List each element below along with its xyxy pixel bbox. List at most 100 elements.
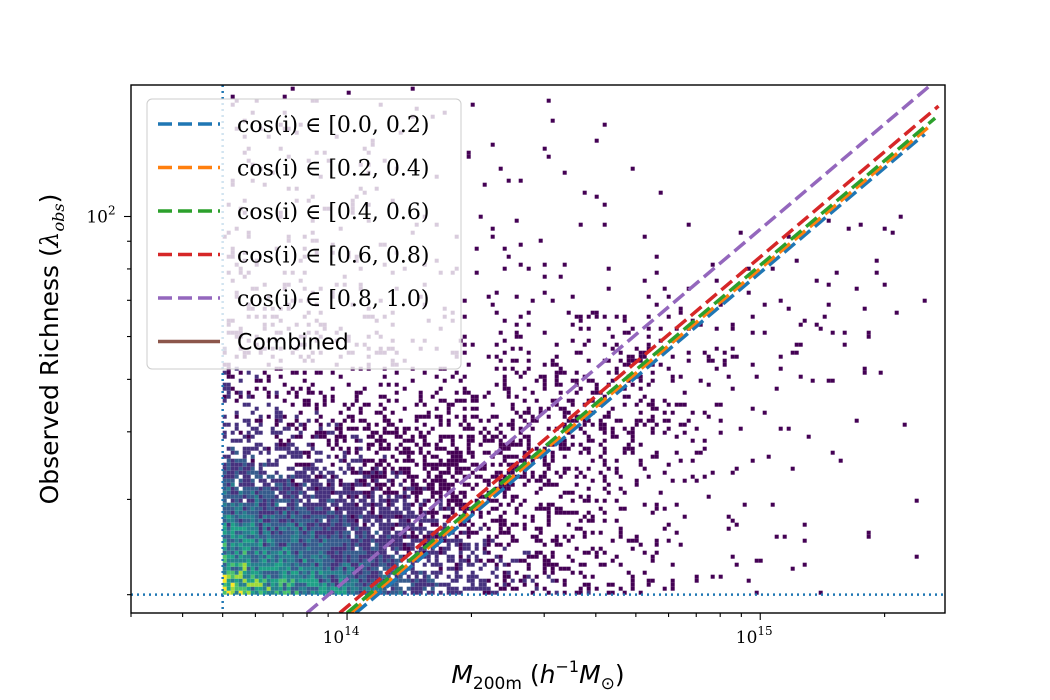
density-cell (326, 558, 331, 563)
density-cell (266, 390, 271, 395)
density-cell (370, 498, 375, 503)
density-cell (426, 518, 431, 523)
density-cell (922, 298, 927, 303)
density-cell (354, 426, 359, 431)
density-cell (434, 534, 439, 539)
density-cell (558, 406, 563, 411)
density-cell (446, 486, 451, 491)
density-cell (242, 530, 247, 535)
density-cell (278, 518, 283, 523)
density-cell (626, 354, 631, 359)
density-cell (266, 494, 271, 499)
density-cell (414, 442, 419, 447)
density-cell (702, 410, 707, 415)
density-cell (330, 418, 335, 423)
density-cell (306, 442, 311, 447)
density-cell (346, 510, 351, 515)
density-cell (542, 146, 547, 151)
density-cell (298, 462, 303, 467)
density-cell (326, 530, 331, 535)
density-cell (266, 586, 271, 591)
density-cell (346, 462, 351, 467)
density-cell (278, 554, 283, 559)
density-cell (238, 554, 243, 559)
density-cell (258, 494, 263, 499)
density-cell (242, 514, 247, 519)
density-cell (614, 342, 619, 347)
density-cell (222, 578, 227, 583)
density-cell (310, 382, 315, 387)
density-cell (238, 494, 243, 499)
density-cell (330, 526, 335, 531)
density-cell (306, 570, 311, 575)
density-cell (350, 554, 355, 559)
density-cell (374, 554, 379, 559)
density-cell (558, 370, 563, 375)
density-cell (382, 534, 387, 539)
density-cell (294, 558, 299, 563)
density-cell (330, 586, 335, 591)
density-cell (538, 406, 543, 411)
density-cell (342, 454, 347, 459)
density-cell (382, 562, 387, 567)
density-cell (554, 538, 559, 543)
density-cell (586, 418, 591, 423)
density-cell (250, 454, 255, 459)
density-cell (350, 458, 355, 463)
density-cell (234, 582, 239, 587)
density-cell (298, 538, 303, 543)
density-cell (450, 402, 455, 407)
density-cell (382, 590, 387, 595)
density-cell (602, 422, 607, 427)
density-cell (470, 522, 475, 527)
density-cell (310, 514, 315, 519)
density-cell (226, 510, 231, 515)
density-cell (586, 586, 591, 591)
density-cell (498, 358, 503, 363)
density-cell (586, 446, 591, 451)
density-cell (654, 506, 659, 511)
density-cell (258, 522, 263, 527)
density-cell (462, 426, 467, 431)
density-cell (678, 458, 683, 463)
density-cell (326, 470, 331, 475)
density-cell (274, 446, 279, 451)
density-cell (242, 566, 247, 571)
density-cell (222, 522, 227, 527)
density-cell (346, 486, 351, 491)
density-cell (458, 454, 463, 459)
density-cell (326, 550, 331, 555)
density-cell (470, 426, 475, 431)
density-cell (378, 542, 383, 547)
density-cell (454, 542, 459, 547)
density-cell (502, 454, 507, 459)
density-cell (414, 582, 419, 587)
density-cell (374, 538, 379, 543)
density-cell (298, 550, 303, 555)
density-cell (222, 534, 227, 539)
density-cell (650, 370, 655, 375)
density-cell (562, 438, 567, 443)
density-cell (374, 462, 379, 467)
density-cell (382, 526, 387, 531)
density-cell (322, 554, 327, 559)
density-cell (590, 378, 595, 383)
density-cell (694, 574, 699, 579)
density-cell (458, 566, 463, 571)
density-cell (254, 574, 259, 579)
density-cell (366, 402, 371, 407)
density-cell (626, 362, 631, 367)
density-cell (238, 430, 243, 435)
density-cell (270, 566, 275, 571)
density-cell (638, 458, 643, 463)
density-cell (442, 514, 447, 519)
density-cell (422, 498, 427, 503)
density-cell (250, 498, 255, 503)
density-cell (494, 310, 499, 315)
density-cell (250, 486, 255, 491)
density-cell (406, 446, 411, 451)
density-cell (610, 334, 615, 339)
density-cell (338, 522, 343, 527)
density-cell (370, 486, 375, 491)
density-cell (606, 482, 611, 487)
